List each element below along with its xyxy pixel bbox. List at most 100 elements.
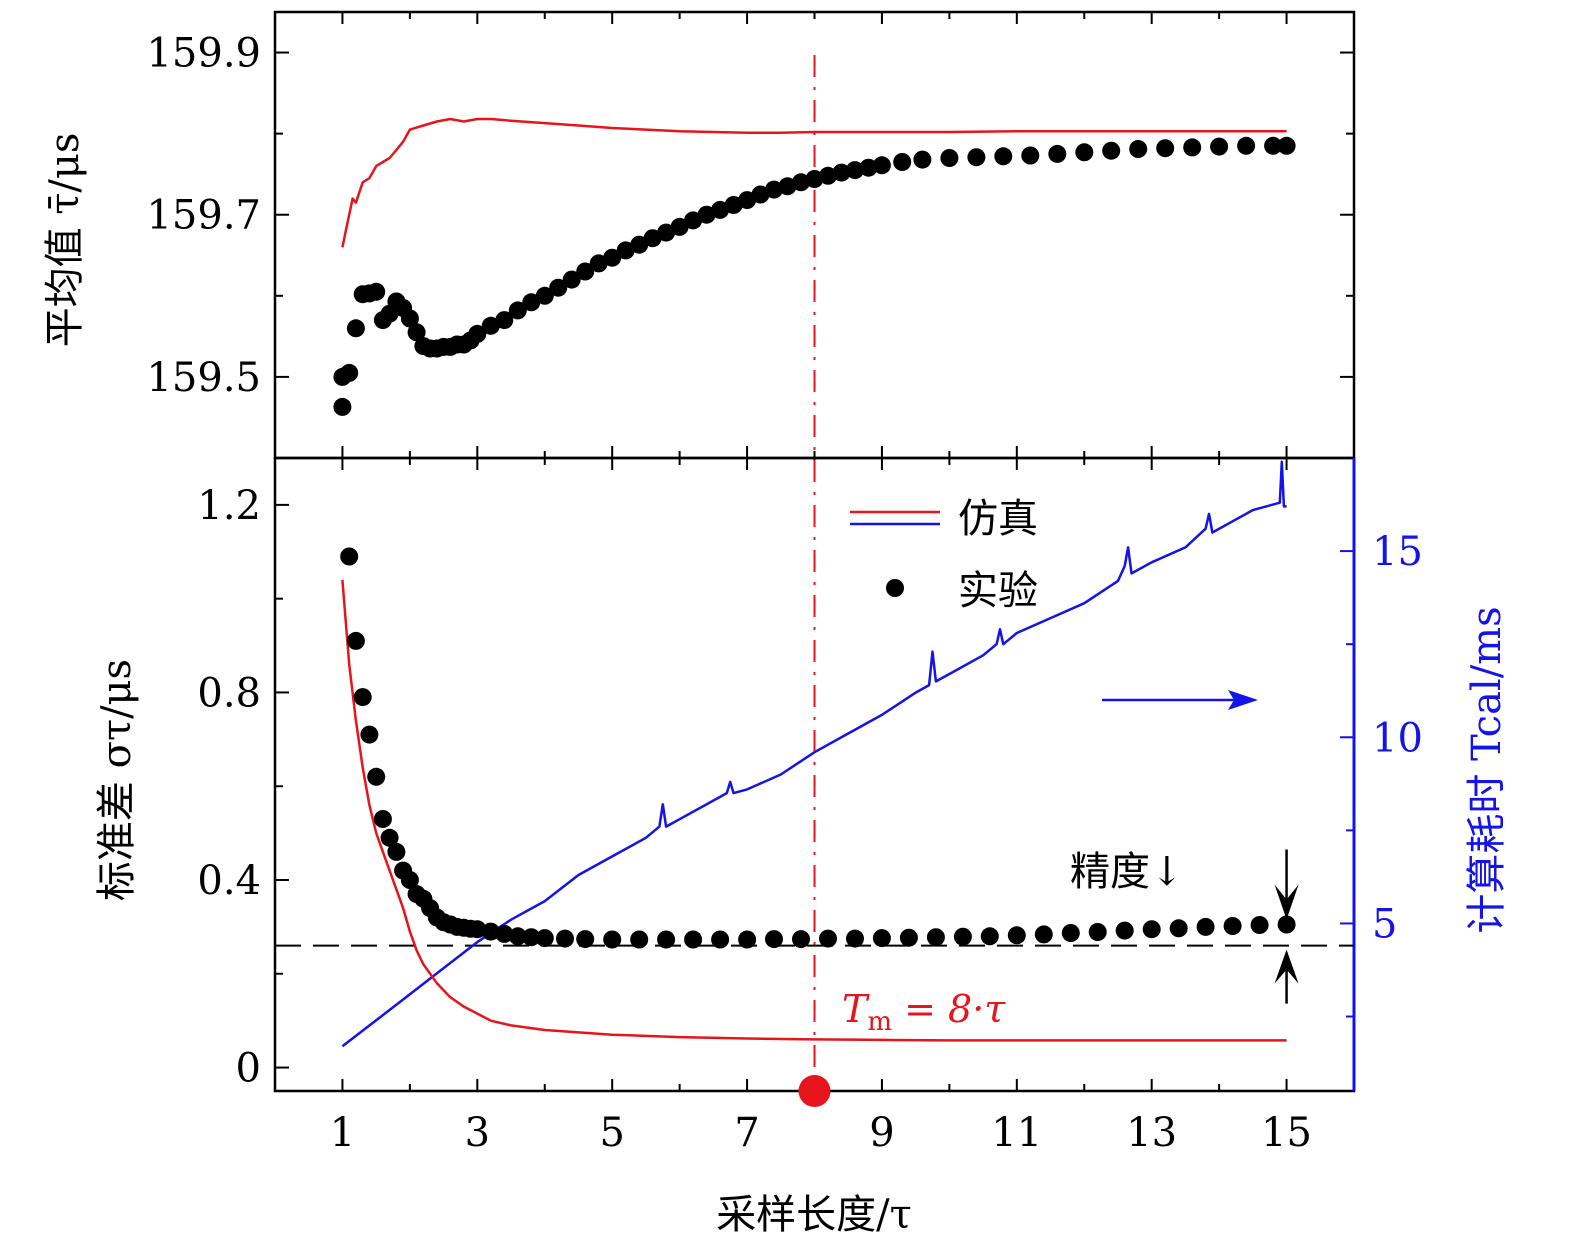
top-panel-ticks: 159.5 159.7 159.9 xyxy=(146,12,1354,458)
bottom-sigma-experiment-point xyxy=(926,928,945,947)
top-experiment-point xyxy=(657,223,676,242)
top-experiment-point xyxy=(751,185,770,204)
top-experiment-point xyxy=(940,149,959,167)
bottom-sigma-experiment-point xyxy=(1061,924,1080,942)
bottom-panel-series xyxy=(340,460,1296,1048)
bottom-y-axis-title: 标准差 στ/μs xyxy=(94,659,140,901)
top-experiment-point xyxy=(1048,144,1067,163)
precision-label: 精度↓ xyxy=(1070,849,1184,895)
top-experiment-point xyxy=(1102,141,1121,160)
top-experiment-point xyxy=(367,282,386,301)
top-experiment-point xyxy=(805,170,824,188)
bottom-ytick-label: 0.8 xyxy=(197,670,261,716)
top-ytick-label: 159.5 xyxy=(146,355,261,401)
right-y-axis-title: 计算耗时 Tcal/ms xyxy=(1464,606,1510,933)
bottom-sigma-experiment-point xyxy=(387,842,406,861)
top-experiment-point xyxy=(724,196,743,214)
bottom-sigma-experiment-point xyxy=(508,927,527,946)
bottom-sigma-experiment-point xyxy=(522,928,541,947)
bottom-ytick-label: 0.4 xyxy=(197,858,261,904)
top-experiment-point xyxy=(893,153,912,171)
top-experiment-point xyxy=(670,217,689,236)
top-experiment-point xyxy=(684,211,703,230)
top-experiment-point xyxy=(468,324,487,343)
top-experiment-point xyxy=(967,148,986,167)
bottom-sigma-experiment-point xyxy=(899,928,918,947)
bottom-sigma-experiment-point xyxy=(495,924,514,943)
gap-arrow-down-head xyxy=(1274,884,1299,920)
top-experiment-point xyxy=(1183,138,1202,157)
top-experiment-point xyxy=(333,397,352,416)
top-experiment-point xyxy=(872,156,891,175)
bottom-sigma-experiment-point xyxy=(481,922,500,941)
top-panel-series xyxy=(333,117,1296,416)
top-simulation-line xyxy=(341,117,1287,248)
bottom-sigma-experiment-point xyxy=(373,810,392,828)
legend: 仿真 实验 xyxy=(850,496,1038,614)
top-experiment-point xyxy=(913,150,932,169)
bottom-sigma-experiment-point xyxy=(1034,925,1053,944)
bottom-sigma-experiment-point xyxy=(738,930,757,949)
top-experiment-point xyxy=(1210,137,1229,156)
top-experiment-point xyxy=(346,319,365,338)
top-experiment-point xyxy=(522,293,541,312)
legend-label-simulation: 仿真 xyxy=(958,496,1038,542)
tm-marker-dot xyxy=(798,1075,831,1107)
bottom-ytick-label: 0 xyxy=(236,1046,261,1092)
top-experiment-point xyxy=(859,158,878,177)
top-experiment-point xyxy=(630,235,649,254)
bottom-sigma-experiment-point xyxy=(819,929,837,948)
bottom-sigma-experiment-point xyxy=(765,930,783,949)
bottom-sigma-experiment-point xyxy=(953,927,972,946)
bottom-sigma-experiment-point xyxy=(1115,921,1134,940)
bottom-sigma-experiment-point xyxy=(346,631,365,650)
bottom-sigma-experiment-point xyxy=(711,930,730,949)
top-experiment-point xyxy=(481,316,500,335)
bottom-sigma-experiment-point xyxy=(1007,926,1026,945)
bottom-sigma-experiment-point xyxy=(468,920,487,939)
bottom-sigma-experiment-point xyxy=(657,930,676,949)
bottom-xtick-label: 13 xyxy=(1126,1110,1177,1156)
bottom-sigma-experiment-point xyxy=(360,725,379,744)
bottom-sigma-experiment-point xyxy=(1196,917,1215,936)
right-ytick-label: 15 xyxy=(1372,529,1423,575)
top-experiment-point xyxy=(603,248,622,267)
bottom-xtick-label: 3 xyxy=(465,1110,490,1156)
bottom-sigma-experiment-point xyxy=(846,929,864,948)
tm-label-rest: = 8·τ xyxy=(892,987,1006,1031)
top-experiment-point xyxy=(994,147,1013,166)
bottom-sigma-experiment-point xyxy=(1277,915,1296,934)
top-experiment-point xyxy=(1129,140,1148,158)
bottom-sigma-experiment-point xyxy=(535,929,554,948)
top-experiment-point xyxy=(697,205,716,224)
top-ytick-label: 159.7 xyxy=(146,193,261,239)
top-experiment-point xyxy=(1277,136,1296,155)
x-axis-title: 采样长度/τ xyxy=(716,1192,912,1238)
bottom-sigma-experiment-point xyxy=(380,828,399,847)
bottom-sigma-experiment-point xyxy=(1169,919,1188,938)
top-experiment-point xyxy=(1264,136,1283,155)
bottom-sigma-experiment-point xyxy=(684,930,703,949)
top-experiment-point xyxy=(407,323,426,342)
top-experiment-point xyxy=(765,180,783,199)
bottom-tcal-blue-line xyxy=(341,460,1287,1048)
bottom-sigma-experiment-point xyxy=(630,930,649,949)
bottom-sigma-experiment-point xyxy=(872,929,891,948)
top-experiment-point xyxy=(562,270,581,289)
bottom-xtick-label: 1 xyxy=(330,1110,355,1156)
tm-label-main: T xyxy=(842,987,870,1031)
top-experiment-point xyxy=(1156,139,1175,158)
top-experiment-point xyxy=(535,286,554,305)
top-experiment-point xyxy=(846,161,864,180)
bottom-sigma-experiment-point xyxy=(1088,923,1107,941)
gap-arrows xyxy=(1274,849,1299,1004)
top-experiment-point xyxy=(1075,143,1094,162)
top-experiment-point xyxy=(711,200,730,219)
tm-label-sub: m xyxy=(867,1007,892,1037)
bottom-xtick-label: 7 xyxy=(734,1110,759,1156)
bottom-xtick-label: 5 xyxy=(599,1110,624,1156)
top-experiment-point xyxy=(495,311,514,330)
top-ytick-label: 159.9 xyxy=(146,31,261,77)
